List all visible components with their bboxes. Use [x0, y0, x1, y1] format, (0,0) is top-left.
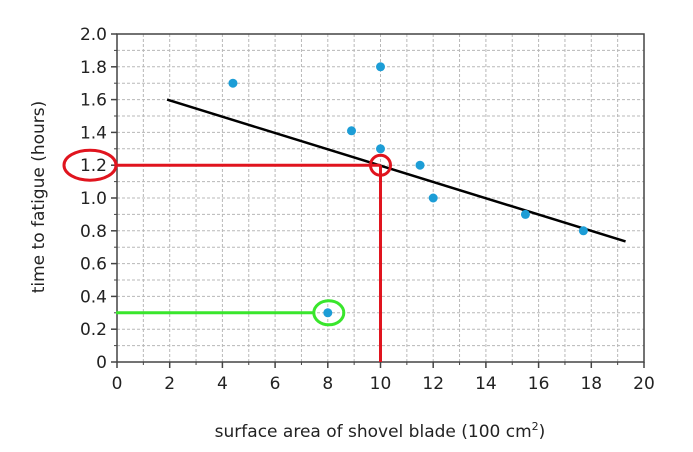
grid	[117, 34, 644, 362]
green-circle-point	[312, 299, 346, 327]
axes	[111, 33, 645, 368]
y-tick-label: 0.8	[80, 222, 107, 242]
data-point	[376, 144, 385, 154]
y-tick-label: 1.2	[80, 156, 107, 176]
y-tick-label: 0.2	[80, 320, 107, 340]
y-axis-title: time to fatigue (hours)	[29, 101, 49, 294]
x-tick-label: 16	[528, 374, 550, 394]
y-tick-label: 1.0	[80, 189, 107, 209]
x-axis-title: surface area of shovel blade (100 cm2)	[215, 420, 546, 442]
data-point	[578, 226, 588, 236]
y-tick-label: 1.6	[80, 91, 107, 111]
red-circle-y-label	[62, 148, 118, 182]
x-tick-label: 14	[475, 374, 497, 394]
data-point	[415, 160, 425, 170]
data-point	[228, 78, 238, 88]
x-tick-label: 18	[580, 374, 602, 394]
red-circle-intersection	[369, 153, 392, 177]
x-tick-label: 12	[422, 374, 444, 394]
x-tick-label: 2	[164, 374, 175, 394]
y-tick-label: 0	[96, 353, 107, 373]
x-tick-label: 10	[370, 374, 392, 394]
tick-labels: 0 2 4 6 8 10 12 14 16 18 20 0 0.2 0.4 0.6 0.8 1.0 1.2 1.4 1…	[80, 25, 655, 394]
data-point	[520, 209, 530, 219]
trend-line-group	[166, 98, 626, 243]
trend-line	[166, 98, 626, 243]
y-tick-label: 0.6	[80, 255, 107, 275]
x-tick-label: 0	[112, 374, 123, 394]
x-tick-label: 6	[270, 374, 281, 394]
annotation-guides	[62, 148, 392, 362]
x-tick-label: 4	[217, 374, 228, 394]
data-point	[347, 126, 357, 136]
data-point	[428, 193, 438, 203]
y-tick-label: 0.4	[80, 287, 107, 307]
y-tick-label: 2.0	[80, 25, 107, 45]
x-tick-label: 20	[633, 374, 655, 394]
y-tick-label: 1.8	[80, 58, 107, 78]
y-tick-label: 1.4	[80, 123, 107, 143]
data-point	[376, 62, 385, 72]
data-points	[228, 62, 588, 318]
data-point	[323, 308, 333, 318]
x-tick-label: 8	[322, 374, 333, 394]
